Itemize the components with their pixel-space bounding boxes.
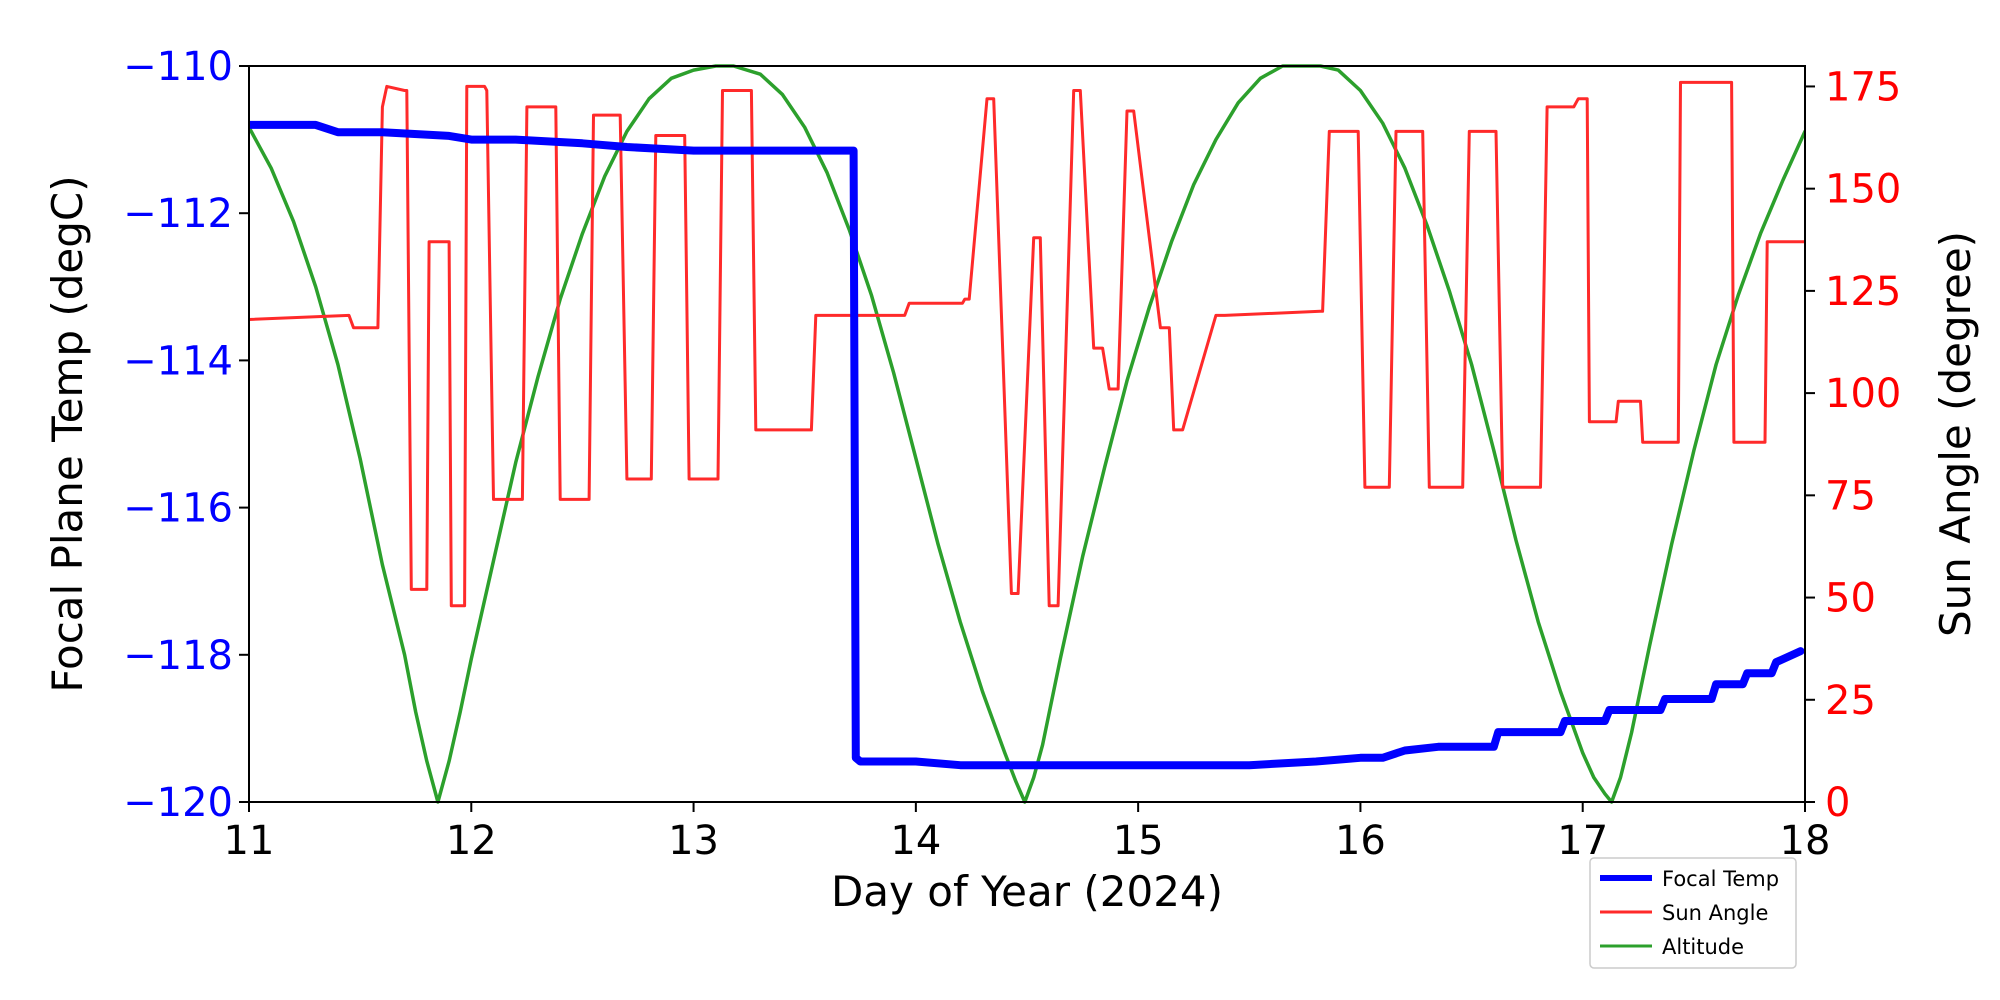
x-tick-label: 18 xyxy=(1780,818,1831,864)
left-y-tick-label: −114 xyxy=(123,338,233,384)
right-y-tick-label: 125 xyxy=(1825,269,1901,315)
right-y-tick-label: 25 xyxy=(1825,678,1876,724)
right-y-tick-label: 150 xyxy=(1825,167,1901,213)
x-tick-label: 17 xyxy=(1557,818,1608,864)
legend-label-sun-angle: Sun Angle xyxy=(1662,901,1768,925)
x-axis: 11 12 13 14 15 16 17 18 xyxy=(224,802,1831,864)
x-axis-label: Day of Year (2024) xyxy=(831,867,1223,916)
left-y-tick-label: −118 xyxy=(123,633,233,679)
altitude-line xyxy=(249,64,1805,804)
sun-angle-line xyxy=(249,80,1805,608)
right-y-tick-label: 100 xyxy=(1825,371,1901,417)
legend-label-focal-temp: Focal Temp xyxy=(1662,867,1779,891)
x-tick-label: 14 xyxy=(890,818,941,864)
x-tick-label: 16 xyxy=(1335,818,1386,864)
x-tick-label: 13 xyxy=(668,818,719,864)
x-tick-label: 15 xyxy=(1113,818,1164,864)
left-y-axis: −110 −112 −114 −116 −118 −120 xyxy=(123,44,249,826)
right-y-tick-label: 75 xyxy=(1825,473,1876,519)
left-y-tick-label: −120 xyxy=(123,780,233,826)
series-layer xyxy=(249,64,1805,804)
legend-box xyxy=(1589,857,1797,969)
left-y-tick-label: −112 xyxy=(123,191,233,237)
plot-frame xyxy=(248,65,1806,803)
right-y-tick-label: 175 xyxy=(1825,64,1901,110)
left-y-axis-label: Focal Plane Temp (degC) xyxy=(43,175,92,692)
focal-temp-line xyxy=(249,120,1805,770)
legend: Focal Temp Sun Angle Altitude xyxy=(1589,857,1797,969)
x-tick-label: 12 xyxy=(446,818,497,864)
left-y-tick-label: −116 xyxy=(123,486,233,532)
right-y-axis: 175 150 125 100 75 50 25 0 xyxy=(1805,64,1901,826)
legend-label-altitude: Altitude xyxy=(1662,935,1744,959)
left-y-tick-label: −110 xyxy=(123,44,233,90)
right-y-tick-label: 50 xyxy=(1825,576,1876,622)
right-y-tick-label: 0 xyxy=(1825,780,1850,826)
right-y-axis-label: Sun Angle (degree) xyxy=(1931,231,1980,637)
x-tick-label: 11 xyxy=(224,818,275,864)
